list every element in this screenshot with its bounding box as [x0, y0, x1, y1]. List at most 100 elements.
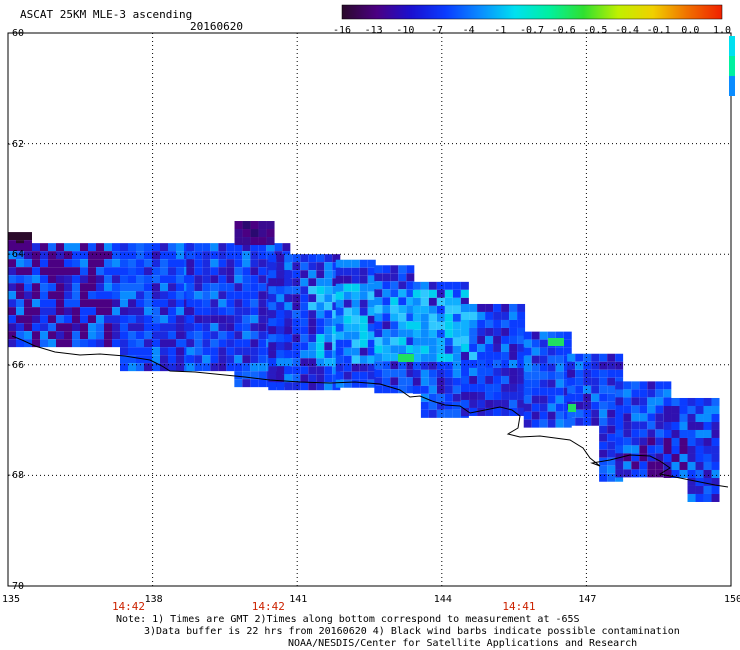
swath-cell — [324, 270, 333, 279]
swath-cell — [104, 275, 112, 284]
swath-cell — [591, 401, 600, 410]
swath-cell — [615, 445, 624, 454]
swath-cell — [695, 421, 704, 430]
swath-cell — [374, 345, 383, 354]
swath-cell — [226, 299, 235, 308]
swath-cell — [300, 366, 309, 375]
swath-cell — [64, 339, 72, 348]
swath-cell — [452, 313, 461, 322]
swath-cell — [128, 307, 136, 316]
swath-cell — [412, 305, 421, 314]
swath-cell — [390, 385, 399, 394]
swath-cell — [469, 335, 478, 344]
swath-cell — [56, 339, 64, 348]
swath-cell — [390, 337, 399, 346]
swath-cell — [324, 302, 333, 311]
swath-cell — [284, 318, 293, 327]
swath-cell — [517, 335, 526, 344]
swath-cell — [477, 391, 486, 400]
swath-cell — [120, 259, 128, 268]
swath-cell — [284, 302, 293, 311]
time-label: 14:42 — [111, 600, 146, 613]
swath-cell — [258, 299, 267, 308]
swath-cell — [428, 409, 437, 418]
swath-cell — [8, 323, 16, 332]
swath-cell — [547, 379, 556, 388]
swath-cell — [374, 385, 383, 394]
swath-cell — [477, 359, 486, 368]
swath-cell — [284, 254, 293, 263]
note-line-2: 3)Data buffer is 22 hrs from 20160620 4)… — [144, 626, 680, 637]
swath-cell — [120, 363, 128, 372]
swath-cell — [335, 315, 344, 324]
swath-cell — [351, 355, 360, 364]
swath-cell — [655, 445, 664, 454]
swath-cell — [128, 283, 136, 292]
swath-cell — [160, 291, 168, 300]
swath-cell — [367, 275, 376, 284]
swath-cell — [96, 331, 104, 340]
swath-cell — [663, 389, 672, 398]
swath-cell — [242, 299, 251, 308]
swath-cell — [485, 319, 494, 328]
swath-cell — [469, 351, 478, 360]
swath-cell — [194, 243, 203, 252]
swath-cell — [316, 358, 325, 367]
swath-cell — [631, 469, 640, 478]
swath-cell — [268, 318, 277, 327]
swath-cell — [591, 369, 600, 378]
swath-cell — [284, 366, 293, 375]
swath-cell — [575, 409, 584, 418]
swath-cell — [276, 278, 285, 287]
swath-cell — [591, 385, 600, 394]
swath-cell — [300, 310, 309, 319]
swath-cell — [144, 299, 152, 308]
swath-cell — [501, 343, 510, 352]
swath-cell — [152, 323, 160, 332]
swath-cell — [663, 405, 672, 414]
swath-cell — [226, 331, 235, 340]
swath-cell — [242, 237, 251, 246]
swath-cell — [112, 243, 120, 252]
swath-cell — [655, 429, 664, 438]
swath-cell — [24, 323, 32, 332]
swath-cell — [428, 353, 437, 362]
swath-cell — [444, 281, 453, 290]
swath-cell — [168, 315, 176, 324]
swath-cell — [128, 275, 136, 284]
swath-cell — [176, 339, 184, 348]
swath-cell — [316, 302, 325, 311]
swath-cell — [258, 363, 267, 372]
swath-cell — [452, 321, 461, 330]
swath-cell — [523, 379, 532, 388]
swath-cell — [711, 477, 720, 486]
swath-cell — [276, 286, 285, 295]
swath-cell — [547, 387, 556, 396]
swath-cell — [268, 270, 277, 279]
swath-cell — [477, 375, 486, 384]
swath-cell — [523, 403, 532, 412]
swath-cell — [202, 299, 211, 308]
swath-cell — [623, 389, 632, 398]
swath-cell — [210, 299, 219, 308]
swath-cell — [359, 267, 368, 276]
swath-cell — [32, 339, 40, 348]
swath-cell — [390, 281, 399, 290]
swath-cell — [367, 307, 376, 316]
swath-cell — [436, 401, 445, 410]
swath-cell — [374, 281, 383, 290]
swath-cell — [655, 421, 664, 430]
swath-cell — [547, 411, 556, 420]
swath-cell — [292, 342, 301, 351]
swath-cell — [539, 387, 548, 396]
swath-cell — [32, 275, 40, 284]
swath-cell — [234, 251, 243, 260]
swath-cell — [308, 294, 317, 303]
swath-cell — [324, 326, 333, 335]
swath-cell — [292, 366, 301, 375]
swath-cell — [412, 313, 421, 322]
swath-cell — [390, 361, 399, 370]
swath-cell — [509, 303, 518, 312]
swath-cell — [523, 419, 532, 428]
swath-cell — [24, 275, 32, 284]
